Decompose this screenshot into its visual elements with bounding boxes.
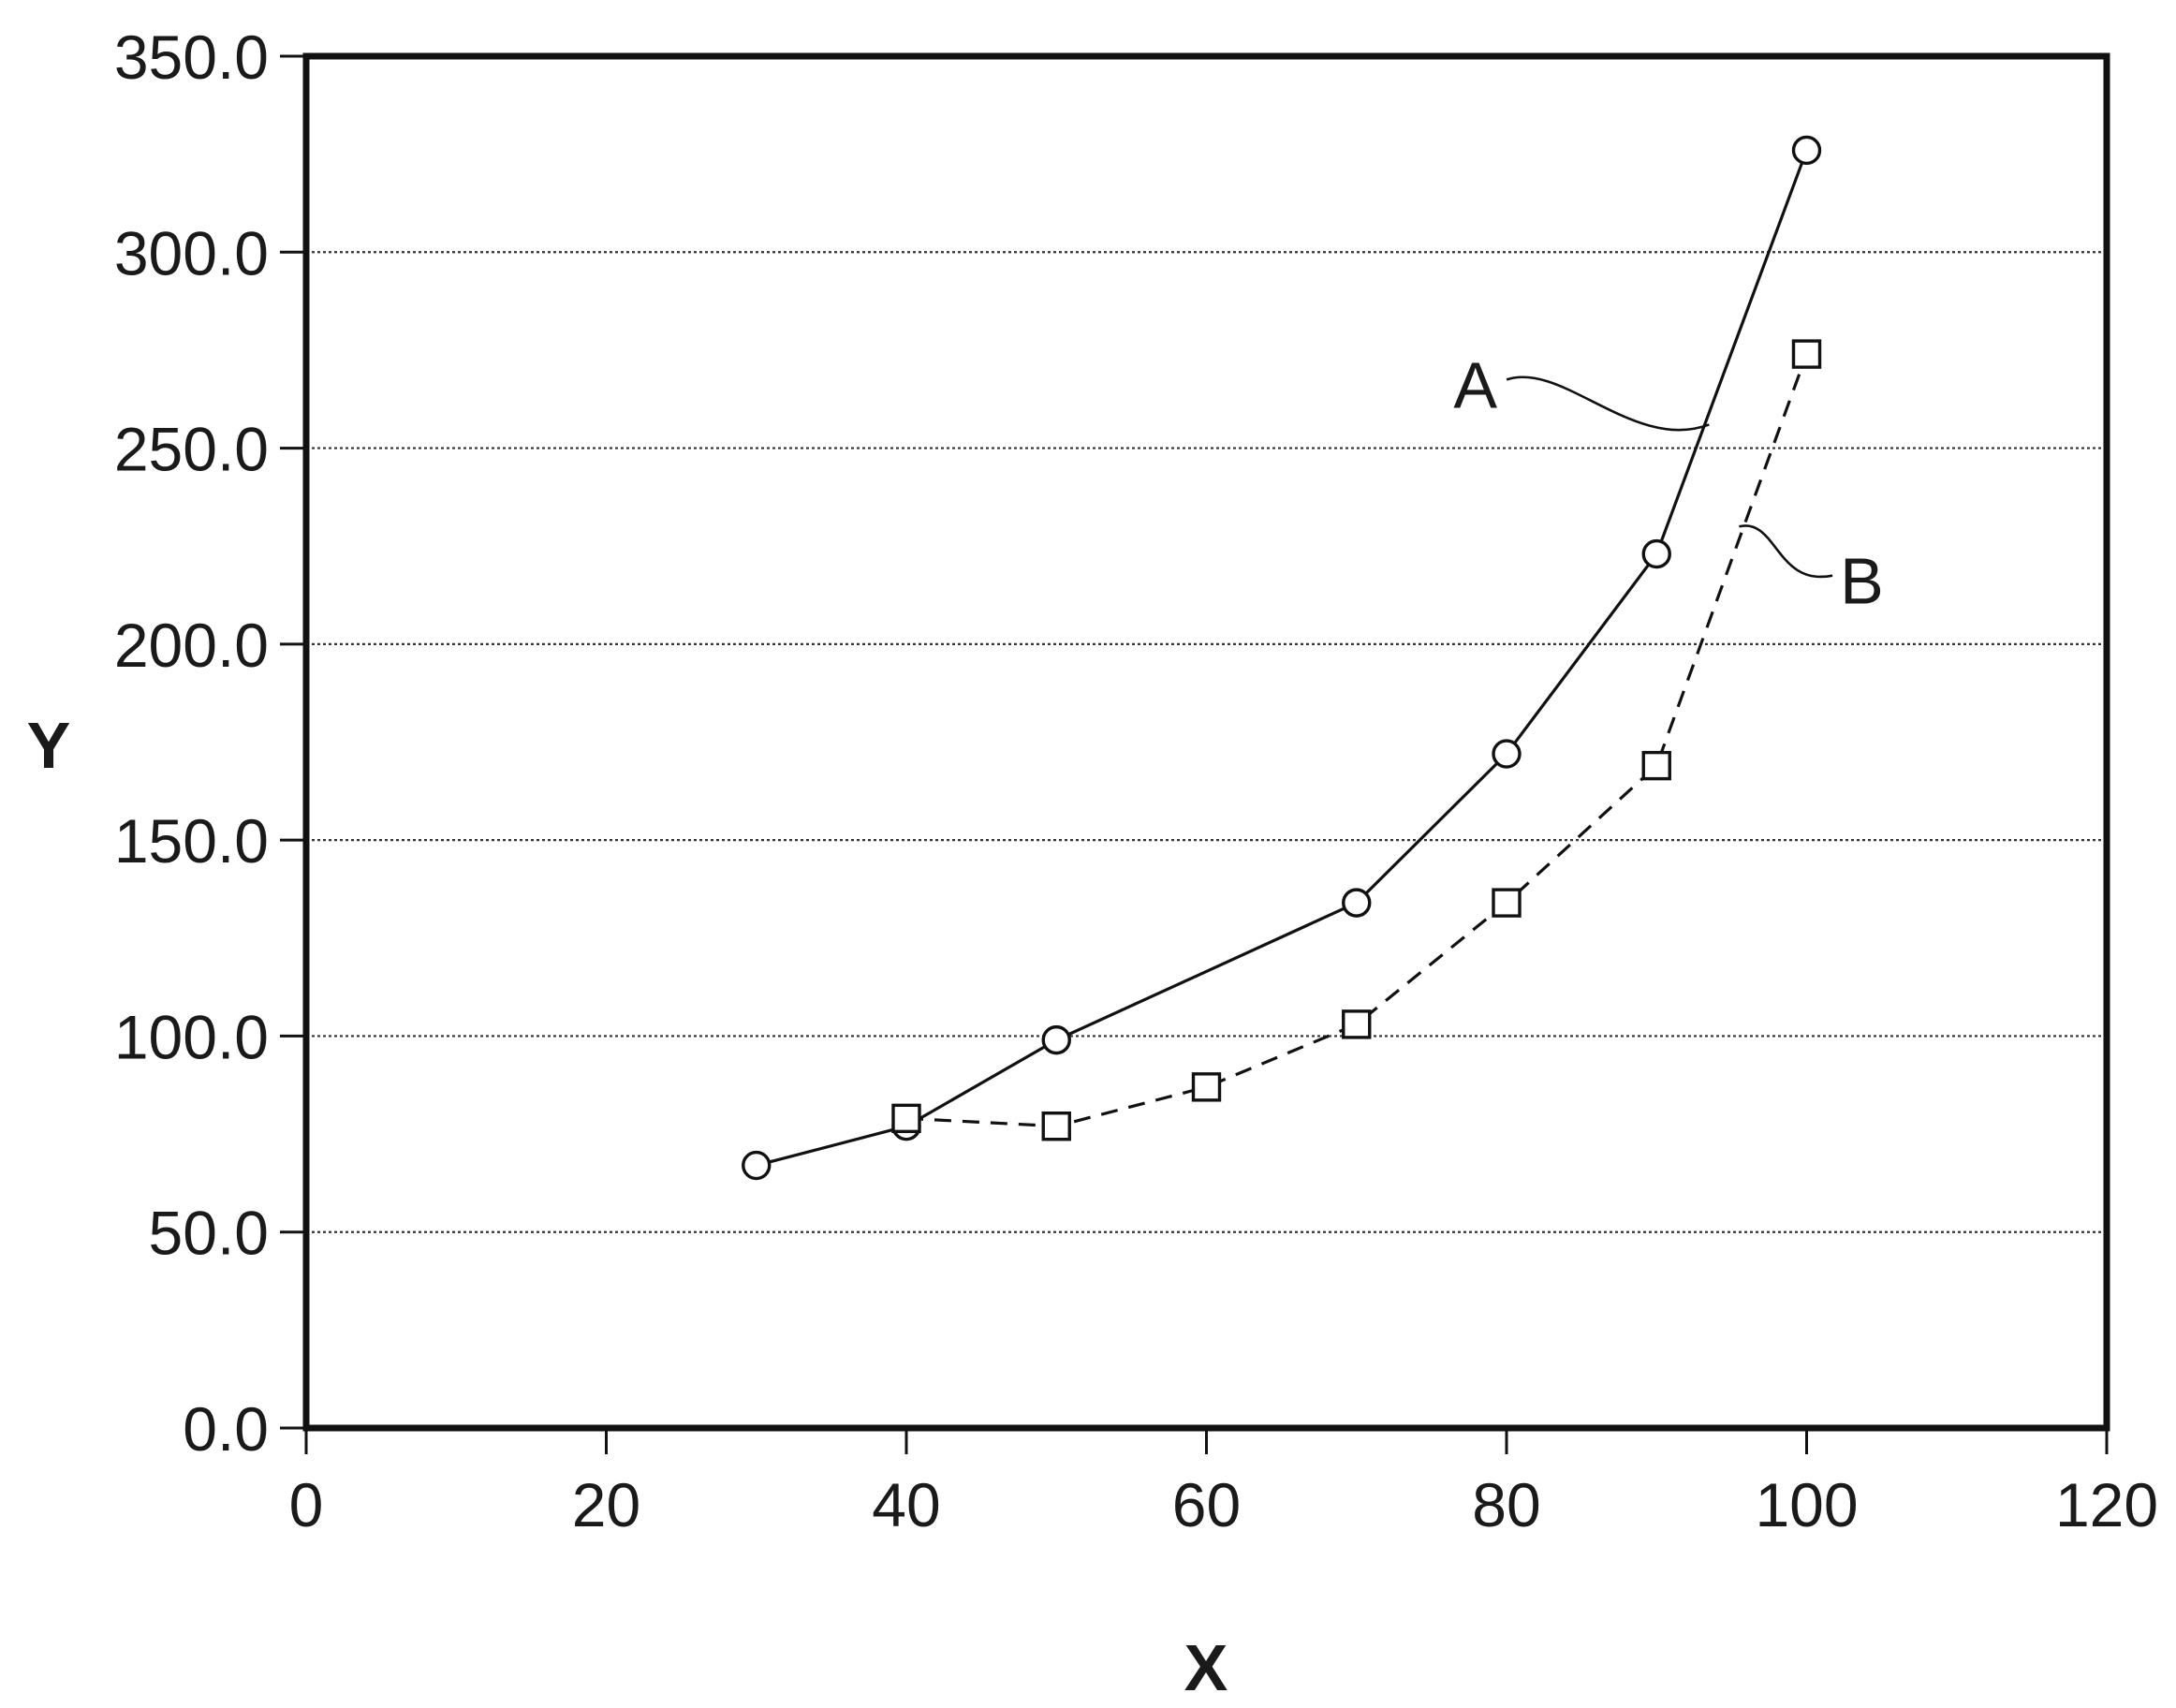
series-A-point-3	[1342, 888, 1372, 918]
y-tick-label-7: 350.0	[114, 22, 269, 92]
x-tick-label-5: 100	[1755, 1470, 1858, 1539]
series-B-point-4	[1492, 888, 1522, 918]
axes	[280, 54, 2109, 1454]
tick-labels: 0.0 50.0 100.0 150.0 200.0 250.0 300.0 350.0 0 20…	[114, 22, 2158, 1539]
series-a-label: A	[1453, 348, 1497, 421]
x-tick-label-4: 80	[1472, 1470, 1540, 1539]
x-tick-label-2: 40	[872, 1470, 940, 1539]
y-tick-label-1: 50.0	[149, 1199, 269, 1268]
y-tick-label-5: 250.0	[114, 415, 269, 484]
series-A-point-0	[742, 1150, 772, 1181]
series-A-point-6	[1791, 135, 1822, 166]
y-tick-label-2: 100.0	[114, 1002, 269, 1071]
series-A-point-2	[1041, 1024, 1071, 1055]
series-B-point-2	[1191, 1072, 1222, 1102]
series-B-point-6	[1791, 339, 1822, 369]
y-tick-label-0: 0.0	[183, 1394, 269, 1464]
series-b-leader	[1739, 524, 1833, 579]
series-annotations: AB	[1453, 348, 1883, 617]
x-tick-label-1: 20	[572, 1470, 640, 1539]
series-a-leader	[1506, 375, 1710, 432]
x-tick-label-6: 120	[2055, 1470, 2158, 1539]
series-b-label: B	[1840, 545, 1884, 618]
x-tick-label-3: 60	[1172, 1470, 1241, 1539]
y-tick-label-4: 200.0	[114, 611, 269, 680]
series-B-point-0	[891, 1103, 921, 1134]
series-B-point-5	[1641, 750, 1671, 781]
y-tick-label-6: 300.0	[114, 218, 269, 287]
plot-frame	[302, 52, 2110, 1432]
y-axis-title: Y	[27, 709, 71, 782]
grid-lines	[306, 251, 2107, 1233]
y-tick-label-3: 150.0	[114, 806, 269, 876]
series-A-point-5	[1641, 538, 1671, 569]
series-B-point-1	[1041, 1111, 1071, 1141]
series-layer	[742, 135, 1822, 1181]
x-tick-label-0: 0	[289, 1470, 324, 1539]
series-B-point-3	[1342, 1009, 1372, 1039]
x-axis-title: X	[1184, 1631, 1228, 1704]
series-A-point-4	[1492, 739, 1522, 769]
series-A-line	[756, 149, 1808, 1168]
